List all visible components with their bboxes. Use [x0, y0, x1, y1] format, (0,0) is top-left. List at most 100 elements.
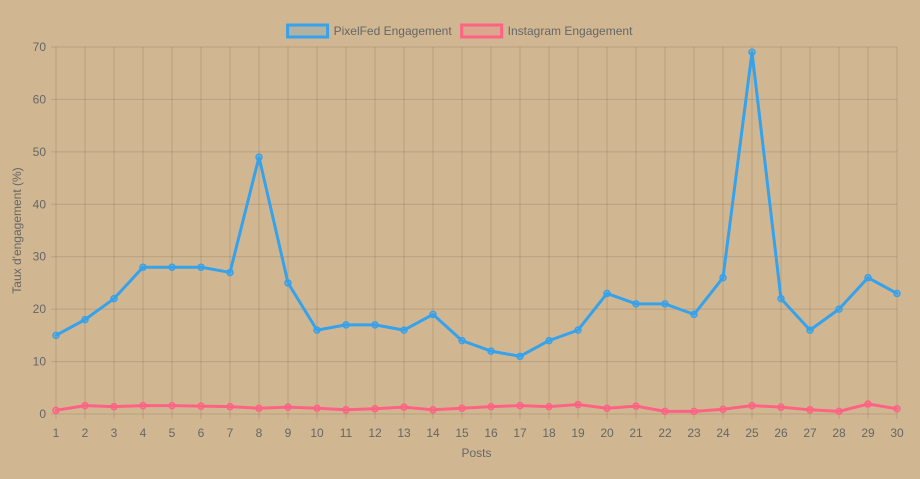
x-tick-label: 26 — [774, 426, 788, 440]
x-tick-label: 2 — [82, 426, 89, 440]
x-tick-label: 5 — [169, 426, 176, 440]
data-point[interactable] — [429, 406, 437, 414]
x-tick-label: 11 — [340, 426, 353, 440]
data-point[interactable] — [168, 401, 176, 410]
data-point[interactable] — [226, 268, 234, 277]
series-pixelfed — [52, 48, 901, 361]
data-point[interactable] — [545, 336, 553, 345]
series-line — [54, 402, 899, 413]
series-line — [54, 50, 899, 358]
data-point[interactable] — [719, 405, 727, 414]
x-tick-label: 20 — [600, 426, 614, 440]
x-tick-label: 3 — [111, 426, 118, 440]
data-point[interactable] — [574, 400, 582, 409]
data-point[interactable] — [52, 406, 60, 415]
data-point[interactable] — [168, 263, 176, 271]
x-tick-label: 15 — [455, 426, 469, 440]
data-point[interactable] — [893, 289, 901, 298]
x-tick-label: 7 — [227, 426, 234, 440]
data-point[interactable] — [342, 321, 350, 329]
data-point[interactable] — [110, 294, 118, 303]
data-point[interactable] — [313, 404, 321, 412]
data-point[interactable] — [197, 263, 205, 271]
x-tick-label: 19 — [571, 426, 585, 440]
legend-swatch — [460, 23, 504, 39]
data-point[interactable] — [864, 400, 872, 408]
y-tick-label: 20 — [33, 302, 47, 316]
data-point[interactable] — [806, 406, 814, 414]
data-point[interactable] — [632, 402, 640, 410]
data-point[interactable] — [110, 402, 118, 411]
data-point[interactable] — [429, 310, 437, 319]
data-point[interactable] — [748, 401, 756, 410]
data-point[interactable] — [603, 404, 611, 412]
x-tick-label: 18 — [542, 426, 556, 440]
data-point[interactable] — [81, 315, 89, 324]
x-tick-label: 17 — [513, 426, 527, 440]
data-point[interactable] — [516, 352, 524, 361]
x-tick-label: 27 — [803, 426, 817, 440]
x-tick-label: 29 — [861, 426, 875, 440]
legend[interactable]: PixelFed Engagement Instagram Engagement — [286, 23, 633, 39]
data-point[interactable] — [458, 404, 466, 412]
x-tick-label: 23 — [687, 426, 701, 440]
data-point[interactable] — [255, 153, 263, 161]
legend-item-instagram[interactable]: Instagram Engagement — [460, 23, 633, 39]
data-point[interactable] — [690, 407, 698, 416]
data-point[interactable] — [835, 305, 843, 313]
data-point[interactable] — [835, 407, 843, 416]
data-point[interactable] — [197, 402, 205, 410]
data-point[interactable] — [342, 406, 350, 414]
y-tick-label: 60 — [33, 92, 47, 106]
data-point[interactable] — [139, 401, 147, 410]
data-point[interactable] — [690, 310, 698, 319]
data-point[interactable] — [661, 300, 669, 308]
y-axis-title: Taux d'engagement (%) — [10, 167, 24, 293]
x-tick-label: 9 — [285, 426, 292, 440]
data-point[interactable] — [313, 326, 321, 334]
series-instagram — [52, 400, 901, 416]
data-point[interactable] — [487, 347, 495, 355]
data-point[interactable] — [400, 326, 408, 334]
data-point[interactable] — [487, 402, 495, 411]
data-point[interactable] — [400, 403, 408, 411]
data-point[interactable] — [661, 407, 669, 416]
grid — [51, 46, 898, 419]
data-point[interactable] — [748, 48, 756, 56]
data-point[interactable] — [139, 263, 147, 271]
x-tick-label: 13 — [397, 426, 411, 440]
data-point[interactable] — [284, 279, 292, 287]
data-point[interactable] — [371, 321, 379, 329]
data-point[interactable] — [777, 294, 785, 303]
data-point[interactable] — [574, 326, 582, 334]
data-point[interactable] — [284, 403, 292, 411]
data-point[interactable] — [226, 402, 234, 411]
data-point[interactable] — [458, 336, 466, 345]
data-point[interactable] — [52, 331, 60, 340]
data-point[interactable] — [777, 403, 785, 411]
x-tick-label: 28 — [832, 426, 846, 440]
legend-item-pixelfed[interactable]: PixelFed Engagement — [286, 23, 453, 39]
data-point[interactable] — [371, 405, 379, 413]
data-point[interactable] — [632, 300, 640, 308]
data-point[interactable] — [603, 289, 611, 298]
x-tick-label: 4 — [140, 426, 147, 440]
data-point[interactable] — [255, 404, 263, 412]
y-tick-label: 10 — [33, 355, 47, 369]
data-point[interactable] — [806, 326, 814, 334]
data-point[interactable] — [719, 273, 727, 282]
data-point[interactable] — [545, 402, 553, 411]
legend-swatch — [286, 23, 330, 39]
data-point[interactable] — [864, 273, 872, 282]
data-point[interactable] — [81, 401, 89, 410]
data-point[interactable] — [516, 401, 524, 410]
x-tick-label: 22 — [658, 426, 672, 440]
y-tick-label: 30 — [33, 250, 47, 264]
data-point[interactable] — [893, 405, 901, 413]
x-tick-label: 14 — [426, 426, 440, 440]
x-tick-label: 21 — [629, 426, 643, 440]
x-tick-label: 30 — [890, 426, 904, 440]
